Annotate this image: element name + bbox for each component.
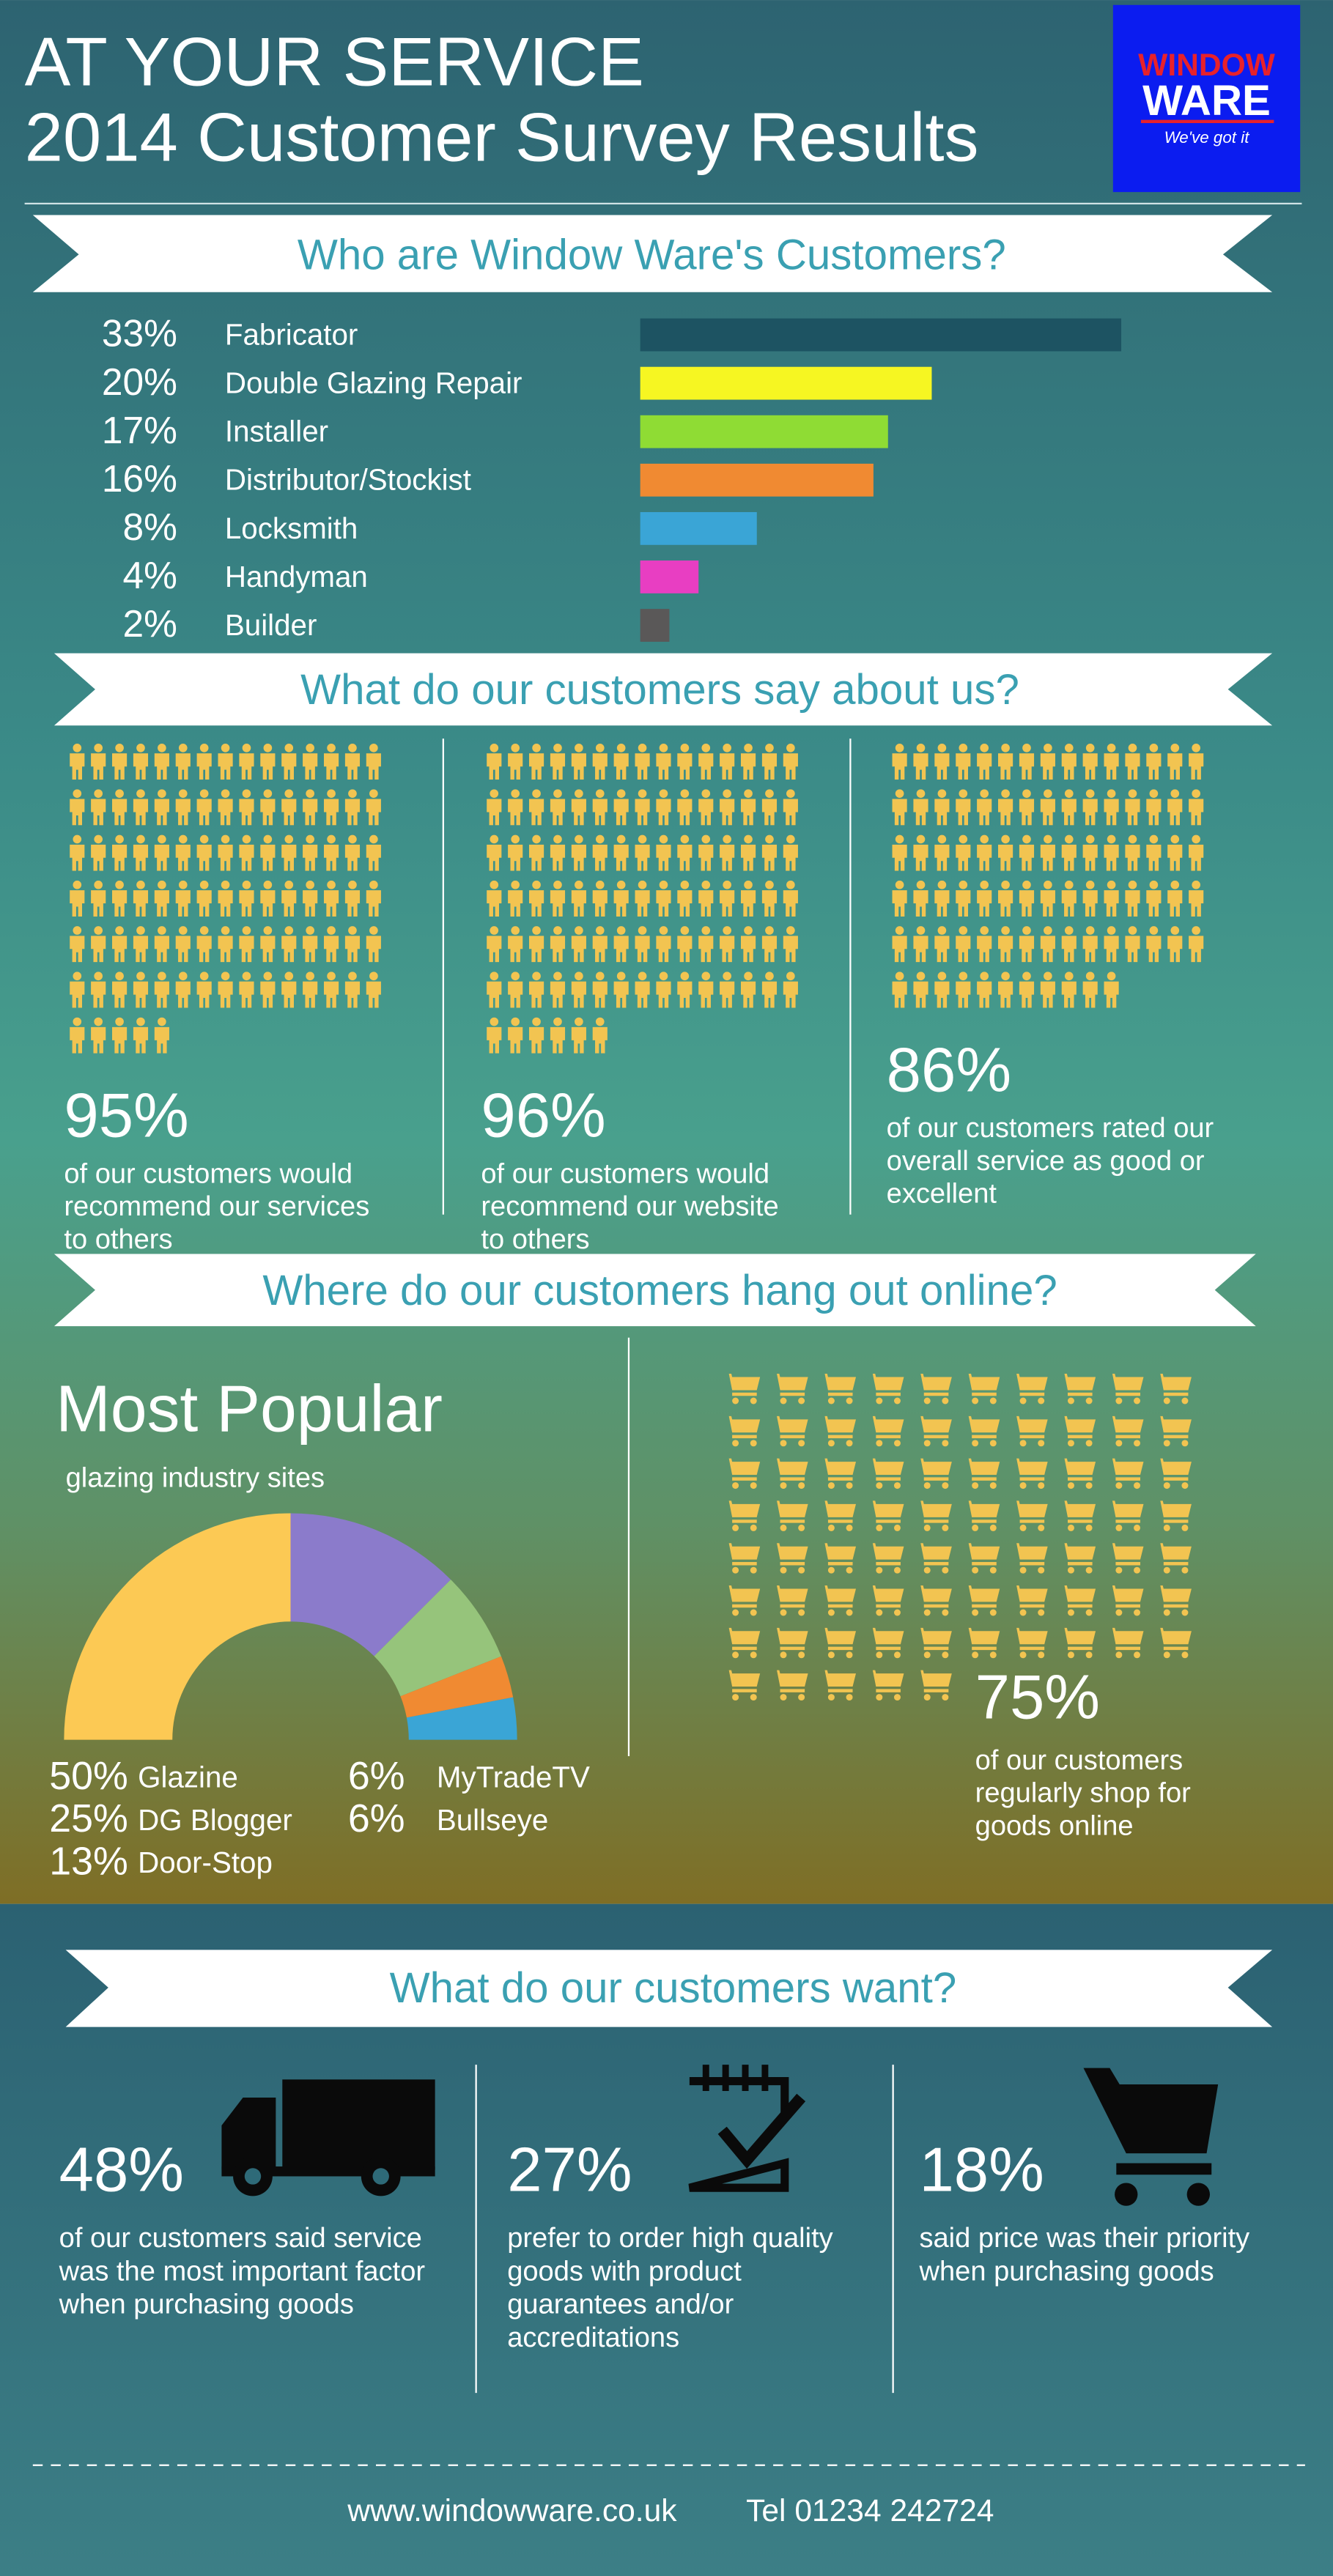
want-description: was the most important factor: [59, 2256, 426, 2287]
donut-segment: [374, 1580, 501, 1697]
title: AT YOUR SERVICE: [25, 23, 644, 100]
legend-name: Door-Stop: [138, 1846, 273, 1879]
stat-value: 96%: [481, 1081, 605, 1151]
bar-value-label: 2%: [122, 602, 177, 645]
stat-description: recommend our website: [481, 1191, 778, 1222]
cart-basket: [1083, 2068, 1219, 2154]
truck-icon: [221, 2079, 435, 2196]
legend-name: Bullseye: [437, 1803, 548, 1837]
donut-segment: [406, 1697, 517, 1740]
bar-category: Double Glazing Repair: [225, 366, 523, 400]
cart-wheel: [1115, 2183, 1138, 2206]
stat-description: overall service as good or: [887, 1146, 1205, 1177]
checklist-frame: [688, 2076, 789, 2192]
stat-description: of our customers: [975, 1745, 1184, 1776]
subtitle: 2014 Customer Survey Results: [25, 99, 979, 176]
banner: [32, 215, 1273, 292]
truck-cab: [221, 2097, 276, 2170]
stat-value: 75%: [975, 1662, 1100, 1732]
stat-description: of our customers would: [64, 1158, 352, 1189]
want-description: guarantees and/or: [507, 2290, 734, 2320]
logo-tagline: We've got it: [1164, 128, 1250, 147]
bar-category: Builder: [225, 608, 317, 642]
cart-base: [1116, 2163, 1212, 2175]
bar-value-label: 20%: [102, 360, 177, 403]
donut-segment: [400, 1656, 514, 1718]
bar: [640, 511, 757, 545]
donut-segment: [290, 1513, 451, 1657]
checklist-rings: [702, 2065, 769, 2091]
bar: [640, 318, 1122, 352]
legend-value: 6%: [348, 1796, 405, 1840]
legend-value: 13%: [49, 1839, 128, 1883]
stat-description: to others: [481, 1224, 589, 1255]
want-description: of our customers said service: [59, 2223, 422, 2254]
bar-value-label: 4%: [122, 554, 177, 596]
bar-value-label: 8%: [122, 506, 177, 548]
logo-name-top: WINDOW: [1138, 48, 1276, 83]
section-heading: What do our customers say about us?: [300, 666, 1019, 714]
stat-value: 86%: [887, 1035, 1011, 1105]
cart-wheel: [1186, 2183, 1210, 2206]
section-heading: Where do our customers hang out online?: [262, 1267, 1057, 1314]
bar: [640, 415, 888, 448]
checkmark: [717, 2093, 806, 2169]
website: www.windowware.co.uk: [347, 2493, 677, 2528]
want-stat: 48%: [59, 2136, 184, 2205]
bar: [640, 463, 874, 497]
banner: [53, 1254, 1256, 1327]
want-description: prefer to order high quality: [507, 2223, 833, 2254]
popular-title: Most Popular: [56, 1372, 443, 1445]
bar-category: Fabricator: [225, 317, 358, 351]
legend-name: DG Blogger: [138, 1803, 292, 1837]
want-description: when purchasing goods: [918, 2256, 1214, 2287]
banner: [65, 1950, 1273, 2027]
legend-value: 6%: [348, 1754, 405, 1798]
stat-description: to others: [64, 1224, 172, 1255]
legend-value: 25%: [49, 1796, 128, 1840]
want-description: when purchasing goods: [59, 2290, 354, 2320]
section-heading: Who are Window Ware's Customers?: [298, 231, 1006, 278]
stat-description: goods online: [975, 1811, 1134, 1842]
bar-value-label: 33%: [102, 312, 177, 355]
want-stat: 27%: [507, 2136, 632, 2205]
phone: Tel 01234 242724: [746, 2493, 994, 2528]
section-heading: What do our customers want?: [390, 1964, 957, 2012]
bar: [640, 560, 699, 593]
donut-segment: [64, 1513, 291, 1740]
stat-description: of our customers rated our: [887, 1113, 1214, 1144]
want-stat: 18%: [919, 2136, 1044, 2205]
stat-description: recommend our services: [64, 1191, 369, 1222]
bar-category: Installer: [225, 415, 328, 448]
legend-name: MyTradeTV: [437, 1761, 590, 1794]
bar: [640, 366, 932, 400]
bar-value-label: 17%: [102, 409, 177, 451]
stat-description: of our customers would: [481, 1158, 769, 1189]
want-description: accreditations: [507, 2323, 679, 2353]
logo-name-bottom: WARE: [1142, 77, 1271, 125]
legend-value: 50%: [49, 1754, 128, 1798]
bar: [640, 609, 670, 642]
truck-cargo: [282, 2079, 435, 2170]
want-description: goods with product: [507, 2256, 742, 2287]
stat-description: regularly shop for: [975, 1778, 1192, 1809]
stat-value: 95%: [64, 1081, 188, 1151]
bar-category: Distributor/Stockist: [225, 463, 471, 497]
popular-subtitle: glazing industry sites: [66, 1463, 325, 1494]
truck-hub: [244, 2168, 262, 2185]
bar-value-label: 16%: [102, 457, 177, 500]
bar-category: Handyman: [225, 560, 368, 593]
want-description: said price was their priority: [919, 2223, 1249, 2254]
truck-hub: [372, 2168, 389, 2185]
banner: [53, 653, 1273, 726]
legend-name: Glazine: [138, 1761, 238, 1794]
bar-category: Locksmith: [225, 511, 358, 545]
checklist-icon: [688, 2065, 806, 2192]
cart-icon: [1083, 2068, 1219, 2206]
logo-box: [1112, 4, 1301, 193]
stat-description: excellent: [887, 1179, 997, 1210]
